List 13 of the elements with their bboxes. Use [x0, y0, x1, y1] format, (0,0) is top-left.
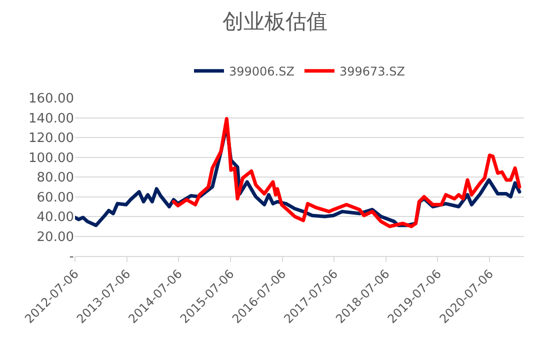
y-tick-label: 160.00 [28, 92, 74, 107]
y-tick-label: 140.00 [28, 111, 74, 126]
y-tick-label: 120.00 [28, 131, 74, 146]
y-tick-label: 40.00 [36, 210, 74, 226]
chart-title: 创业板估值 [222, 9, 328, 34]
y-tick-label: 60.00 [36, 190, 74, 206]
legend-label: 399673.SZ [339, 64, 405, 79]
y-tick-label: 20.00 [36, 230, 74, 245]
legend-label: 399006.SZ [229, 64, 294, 79]
y-tick-label: - [69, 250, 74, 265]
y-tick-label: 80.00 [36, 170, 74, 186]
line-series [172, 116, 522, 228]
y-tick-label: 100.00 [28, 150, 74, 166]
